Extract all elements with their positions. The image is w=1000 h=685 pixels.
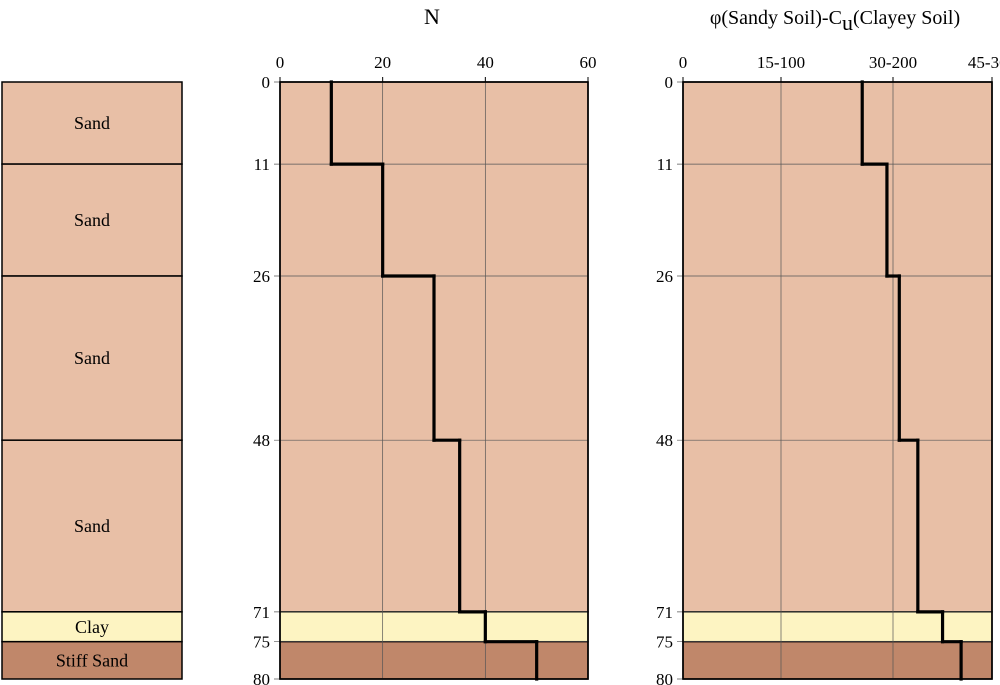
n-y-tick-label: 71 [253,603,270,622]
phi-band-stiff-sand [682,640,993,680]
phi-x-tick-label: 30-200 [869,53,917,72]
phi-x-tick-label: 0 [679,53,688,72]
phi-y-tick-label: 71 [656,603,673,622]
n-x-tick-label: 40 [477,53,494,72]
chart-n-plot-area: 0 20 40 60 0 11 26 48 71 75 80 [253,53,597,685]
phi-y-tick-label: 26 [656,267,673,286]
n-y-tick-label: 26 [253,267,270,286]
title-part-end: (Clayey Soil) [853,7,960,29]
chart-n-title: N [424,4,440,29]
soil-layer-label: Sand [74,348,110,368]
soil-layer-sand [1,163,183,277]
n-y-tick-label: 11 [254,155,270,174]
n-band-clay [279,611,589,643]
chart-phi-cu-plot-area: 0 15-100 30-200 45-300 0 11 26 48 71 75 80 [656,53,1000,685]
soil-column: Sand Sand Sand Sand Clay Stiff Sand [1,81,183,680]
title-part-subscript: u [842,10,853,35]
phi-x-tick-label: 15-100 [757,53,805,72]
n-x-tick-label: 20 [374,53,391,72]
phi-y-tick-label: 11 [657,155,673,174]
phi-y-tick-label: 48 [656,431,673,450]
chart-phi-cu: φ(Sandy Soil)-Cu(Clayey Soil) 0 15-100 30-… [656,7,1000,685]
title-part-main: φ(Sandy Soil)-C [710,7,842,29]
phi-y-tick-label: 0 [665,73,674,92]
soil-layer-label: Clay [75,617,109,637]
n-y-tick-label: 48 [253,431,270,450]
n-frame [279,81,589,680]
n-x-tick-label: 0 [276,53,285,72]
soil-layer-sand [1,275,183,441]
phi-band-sand [682,81,993,613]
phi-y-tick-label: 80 [656,670,673,685]
phi-y-tick-label: 75 [656,633,673,652]
phi-band-clay [682,611,993,643]
phi-x-tick-label: 45-300 [968,53,1000,72]
soil-layer-sand [1,439,183,613]
n-y-tick-label: 0 [262,73,271,92]
soil-layer-label: Sand [74,113,110,133]
soil-layer-sand [1,81,183,165]
soil-layer-label: Sand [74,210,110,230]
soil-layer-label: Sand [74,516,110,536]
soil-layer-label: Stiff Sand [56,650,128,670]
n-x-tick-label: 60 [580,53,597,72]
chart-phi-cu-title: φ(Sandy Soil)-Cu(Clayey Soil) [710,7,960,35]
n-band-stiff-sand [279,640,589,680]
n-y-tick-label: 80 [253,670,270,685]
phi-frame [682,81,993,680]
n-y-tick-label: 75 [253,633,270,652]
soil-layer-stiff-sand [1,640,183,680]
chart-n: N 0 20 40 60 0 11 26 48 71 75 80 [253,4,597,685]
